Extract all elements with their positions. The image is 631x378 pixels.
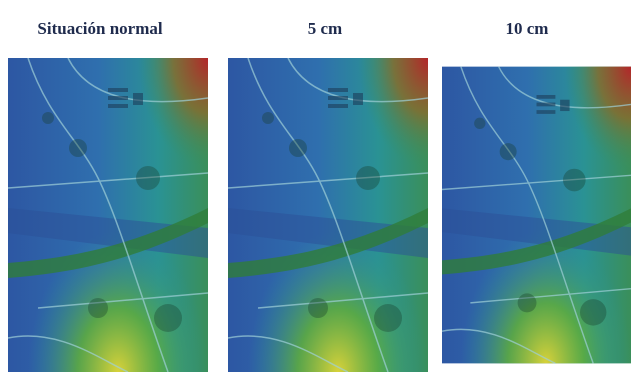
- panel-title: 5 cm: [308, 19, 342, 38]
- figure: Situación normal 5 cm 10 cm: [0, 0, 631, 378]
- elevation-map: [228, 58, 428, 372]
- elevation-map: [8, 58, 208, 372]
- elevation-map: [442, 67, 631, 364]
- panel-title: 10 cm: [506, 19, 549, 38]
- panel-title: Situación normal: [37, 19, 162, 38]
